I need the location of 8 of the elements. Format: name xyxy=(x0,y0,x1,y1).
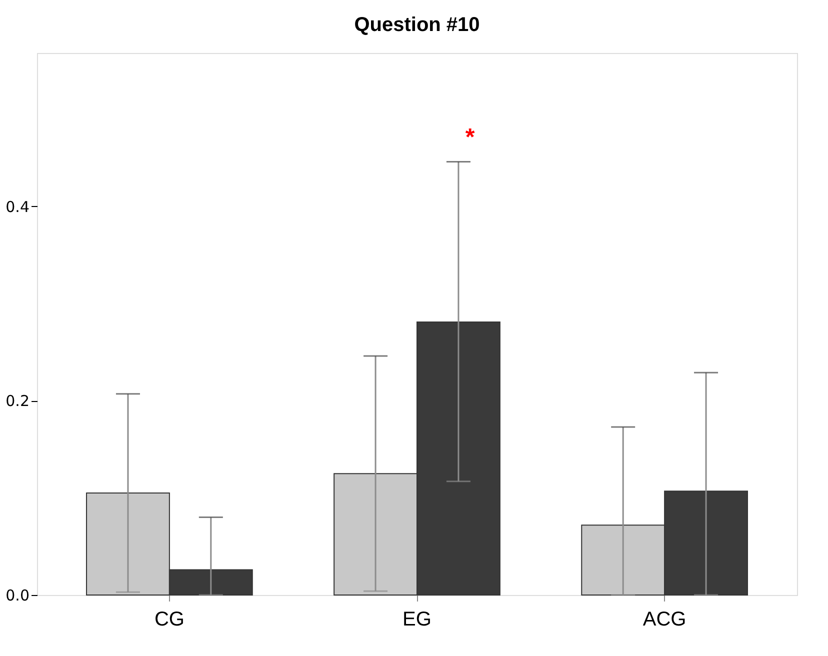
chart-title: Question #10 xyxy=(354,14,480,36)
x-tick-label: ACG xyxy=(642,608,686,630)
y-tick-label: 0.2 xyxy=(6,392,30,410)
x-tick-label: EG xyxy=(402,608,432,630)
x-tick-label: CG xyxy=(154,608,184,630)
y-tick-label: 0.0 xyxy=(6,586,30,604)
annotation: * xyxy=(465,124,476,151)
y-tick-label: 0.4 xyxy=(6,198,30,216)
